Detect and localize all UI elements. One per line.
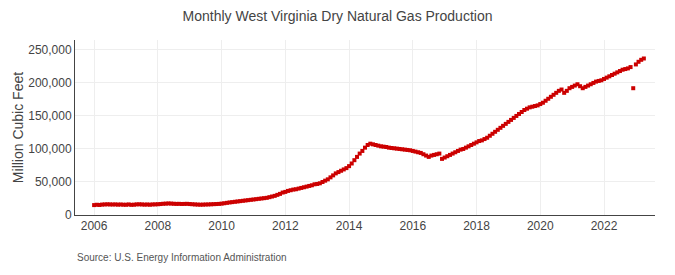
svg-text:2018: 2018 — [463, 219, 490, 233]
svg-text:2022: 2022 — [591, 219, 618, 233]
svg-text:2016: 2016 — [399, 219, 426, 233]
svg-text:2010: 2010 — [208, 219, 235, 233]
svg-text:Monthly West Virginia Dry Natu: Monthly West Virginia Dry Natural Gas Pr… — [183, 8, 493, 24]
svg-text:150,000: 150,000 — [28, 109, 72, 123]
svg-text:100,000: 100,000 — [28, 142, 72, 156]
svg-text:2006: 2006 — [81, 219, 108, 233]
svg-text:250,000: 250,000 — [28, 43, 72, 57]
svg-text:50,000: 50,000 — [35, 175, 72, 189]
svg-text:200,000: 200,000 — [28, 76, 72, 90]
svg-text:2012: 2012 — [272, 219, 299, 233]
svg-text:2008: 2008 — [145, 219, 172, 233]
svg-text:0: 0 — [65, 208, 72, 222]
svg-text:2020: 2020 — [527, 219, 554, 233]
svg-text:2014: 2014 — [336, 219, 363, 233]
svg-text:Source: U.S. Energy Informatio: Source: U.S. Energy Information Administ… — [77, 252, 287, 263]
svg-text:Million Cubic Feet: Million Cubic Feet — [10, 72, 26, 183]
